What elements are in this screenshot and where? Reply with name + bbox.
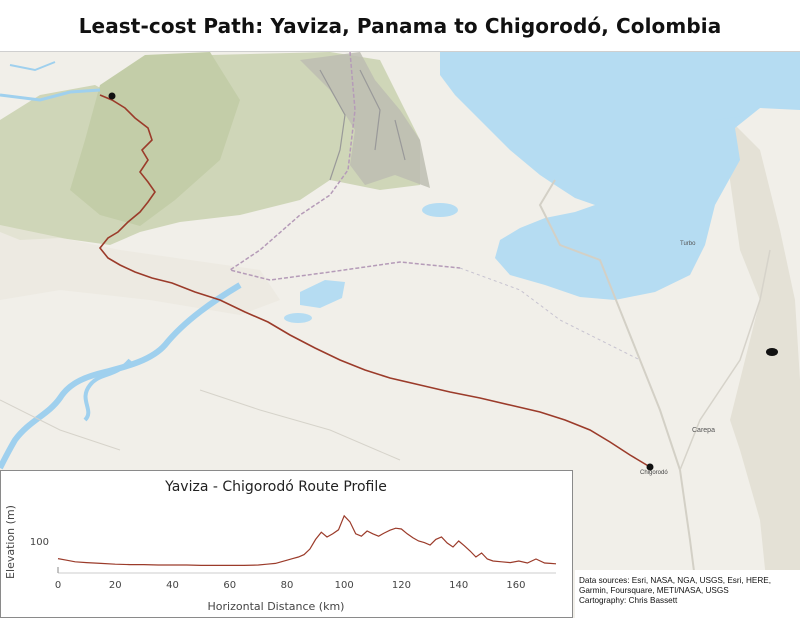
admin-boundary bbox=[459, 267, 641, 361]
lagoon-north bbox=[422, 203, 458, 217]
river-meander bbox=[83, 358, 132, 422]
data-sources: Data sources: Esri, NASA, NGA, USGS, Esr… bbox=[579, 576, 771, 595]
stream bbox=[9, 61, 56, 72]
atrato-river bbox=[0, 282, 242, 470]
x-tick-label: 80 bbox=[281, 580, 294, 591]
y-tick-labels: 100 bbox=[30, 537, 49, 548]
international-border bbox=[228, 52, 461, 281]
bay-inlet bbox=[665, 104, 760, 120]
x-tick-labels: 0 20 40 60 80 100 120 140 160 bbox=[55, 580, 526, 591]
small-lake bbox=[284, 313, 312, 323]
x-tick-label: 140 bbox=[449, 580, 468, 591]
x-tick-label: 0 bbox=[55, 580, 61, 591]
x-tick-label: 60 bbox=[223, 580, 236, 591]
least-cost-route bbox=[98, 94, 651, 468]
label-turbo: Turbo bbox=[680, 241, 696, 247]
map-canvas[interactable]: Chigorodó Turbo Carepa bbox=[0, 52, 800, 618]
map-title: Least-cost Path: Yaviza, Panama to Chigo… bbox=[78, 13, 722, 38]
cartography-credit: Cartography: Chris Bassett bbox=[579, 596, 678, 605]
end-marker-chigorodo bbox=[646, 463, 654, 471]
eastern-hills bbox=[720, 110, 800, 618]
x-tick-label: 20 bbox=[109, 580, 122, 591]
title-bar: Least-cost Path: Yaviza, Panama to Chigo… bbox=[0, 0, 800, 52]
mountain-ridges bbox=[319, 69, 406, 181]
route-profile-panel: Yaviza - Chigorodó Route Profile Horizon… bbox=[0, 470, 573, 618]
label-carepa: Carepa bbox=[692, 427, 715, 434]
y-tick-label: 100 bbox=[30, 537, 49, 548]
route-profile-chart: Yaviza - Chigorodó Route Profile Horizon… bbox=[4, 479, 557, 613]
town-marker-apartado bbox=[766, 348, 778, 356]
label-chigorodo: Chigorodó bbox=[640, 470, 668, 476]
regional-road bbox=[679, 249, 771, 471]
credits-box: Data sources: Esri, NASA, NGA, USGS, Esr… bbox=[575, 570, 800, 618]
basemap: Chigorodó Turbo Carepa bbox=[0, 52, 800, 618]
elevation-profile-line bbox=[57, 514, 557, 566]
profile-title: Yaviza - Chigorodó Route Profile bbox=[164, 479, 387, 495]
highway bbox=[538, 179, 701, 618]
y-axis-label: Elevation (m) bbox=[4, 505, 17, 579]
local-road-west bbox=[0, 399, 121, 451]
x-tick-label: 100 bbox=[335, 580, 354, 591]
swamp-lake bbox=[300, 280, 345, 308]
mountain-range bbox=[300, 52, 430, 188]
start-marker-yaviza bbox=[108, 92, 116, 100]
x-tick-label: 160 bbox=[506, 580, 525, 591]
x-axis-label: Horizontal Distance (km) bbox=[208, 600, 345, 613]
northern-river bbox=[0, 88, 101, 102]
local-road bbox=[199, 389, 401, 461]
x-tick-label: 120 bbox=[392, 580, 411, 591]
x-tick-label: 40 bbox=[166, 580, 179, 591]
valley-relief bbox=[0, 225, 280, 315]
